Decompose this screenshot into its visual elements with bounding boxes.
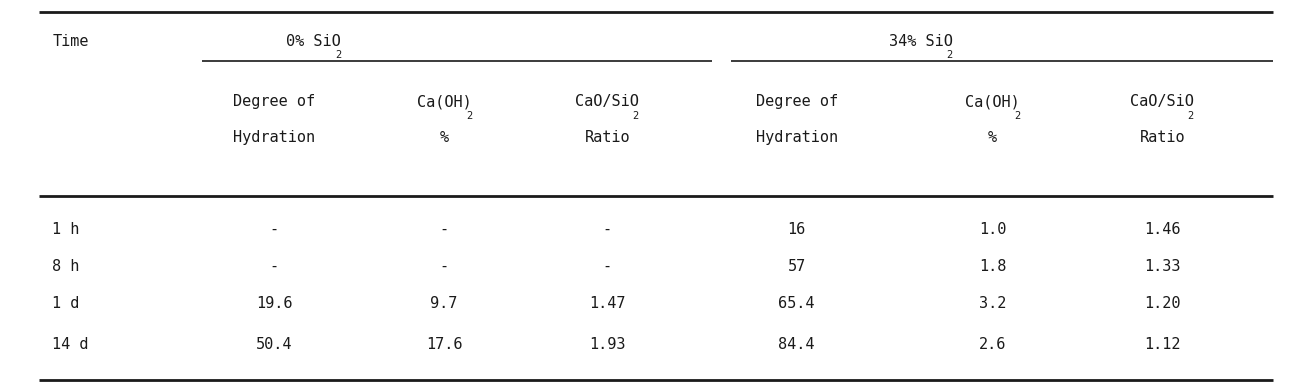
Text: Hydration: Hydration (756, 130, 837, 145)
Text: Degree of: Degree of (756, 94, 837, 109)
Text: 2: 2 (1187, 111, 1194, 121)
Text: 1.8: 1.8 (980, 259, 1006, 274)
Text: 1.47: 1.47 (589, 296, 626, 311)
Text: 2: 2 (336, 50, 341, 60)
Text: 2: 2 (466, 111, 471, 121)
Text: Hydration: Hydration (234, 130, 315, 145)
Text: 1 h: 1 h (52, 222, 80, 237)
Text: 34% SiO: 34% SiO (889, 34, 952, 49)
Text: 1.20: 1.20 (1144, 296, 1181, 311)
Text: 1.33: 1.33 (1144, 259, 1181, 274)
Text: 16: 16 (788, 222, 806, 237)
Text: 1 d: 1 d (52, 296, 80, 311)
Text: 1.46: 1.46 (1144, 222, 1181, 237)
Text: 1.12: 1.12 (1144, 338, 1181, 352)
Text: -: - (440, 259, 448, 274)
Text: 1.0: 1.0 (980, 222, 1006, 237)
Text: 84.4: 84.4 (778, 338, 815, 352)
Text: CaO/SiO: CaO/SiO (1131, 94, 1194, 109)
Text: 2: 2 (632, 111, 639, 121)
Text: Ca(OH): Ca(OH) (965, 94, 1020, 109)
Text: 2: 2 (946, 50, 952, 60)
Text: Ratio: Ratio (585, 130, 629, 145)
Text: 2.6: 2.6 (980, 338, 1006, 352)
Text: CaO/SiO: CaO/SiO (576, 94, 639, 109)
Text: Ca(OH): Ca(OH) (417, 94, 471, 109)
Text: %: % (989, 130, 996, 145)
Text: %: % (440, 130, 448, 145)
Text: 19.6: 19.6 (256, 296, 293, 311)
Text: -: - (603, 259, 611, 274)
Text: 14 d: 14 d (52, 338, 89, 352)
Text: 50.4: 50.4 (256, 338, 293, 352)
Text: Ratio: Ratio (1140, 130, 1185, 145)
Text: -: - (440, 222, 448, 237)
Text: Time: Time (52, 34, 89, 49)
Text: -: - (270, 222, 278, 237)
Text: 2: 2 (1015, 111, 1020, 121)
Text: 65.4: 65.4 (778, 296, 815, 311)
Text: 1.93: 1.93 (589, 338, 626, 352)
Text: 0% SiO: 0% SiO (286, 34, 341, 49)
Text: 9.7: 9.7 (431, 296, 457, 311)
Text: -: - (603, 222, 611, 237)
Text: 17.6: 17.6 (426, 338, 462, 352)
Text: -: - (270, 259, 278, 274)
Text: 8 h: 8 h (52, 259, 80, 274)
Text: Degree of: Degree of (234, 94, 315, 109)
Text: 3.2: 3.2 (980, 296, 1006, 311)
Text: 57: 57 (788, 259, 806, 274)
